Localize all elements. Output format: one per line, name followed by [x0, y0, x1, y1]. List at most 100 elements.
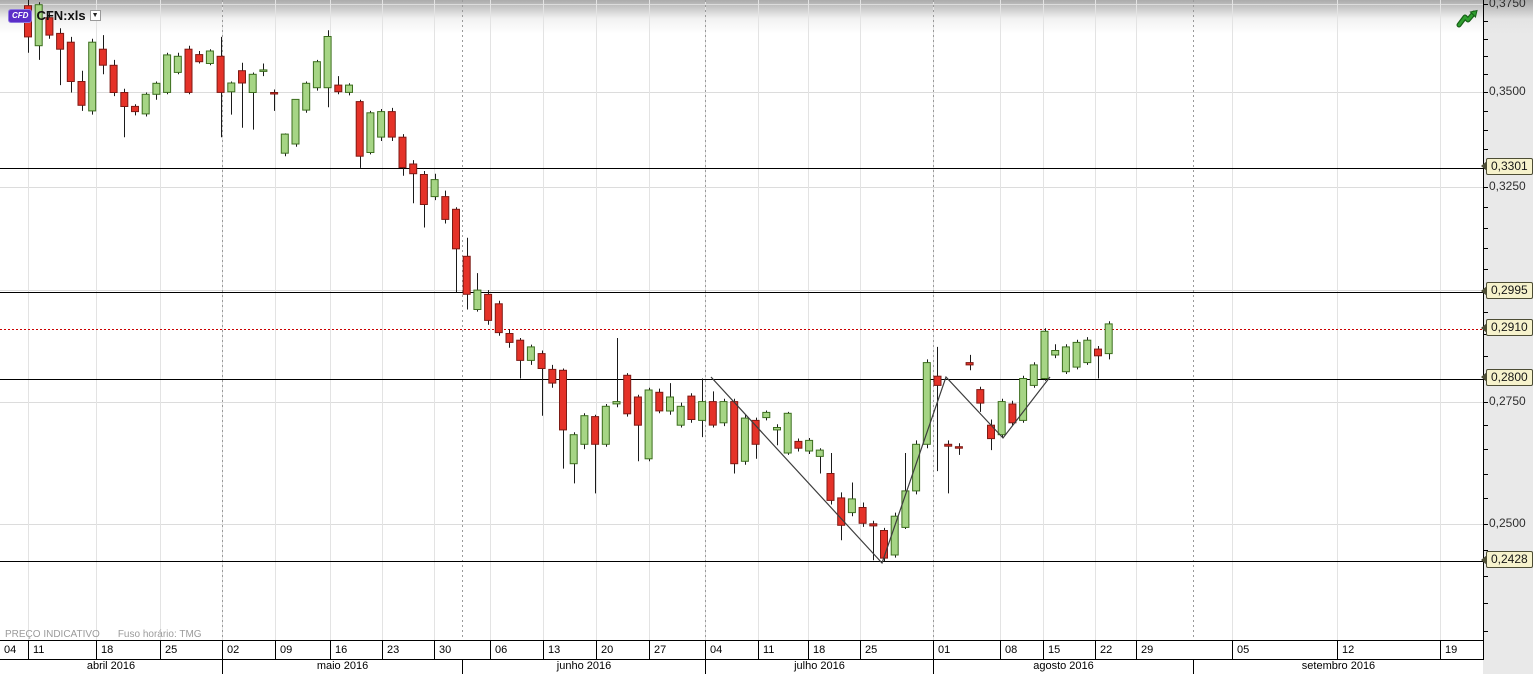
candle [366, 110, 375, 155]
candle [623, 373, 632, 417]
candle [987, 419, 995, 451]
candle [1094, 346, 1102, 379]
week-label-cell: 18 [808, 641, 860, 659]
candle [462, 237, 471, 310]
candle [173, 52, 182, 75]
candle [259, 63, 268, 77]
price-axis[interactable]: 0,3750 0,3500 0,3250 0,2750 0,2500 0,3301 0,29… [1481, 0, 1533, 674]
candle [805, 438, 814, 454]
candle [847, 482, 856, 517]
candle [430, 173, 439, 201]
candle [773, 424, 781, 446]
candle [837, 492, 846, 541]
axis-price-label: 0,2750 [1489, 393, 1526, 408]
candle [548, 364, 557, 388]
month-label-cell: abril 2016 [86, 660, 136, 672]
candle [922, 359, 931, 449]
candle [633, 394, 642, 462]
candle [419, 171, 428, 228]
candle [559, 368, 567, 469]
trendline [710, 375, 1051, 565]
candle [377, 109, 386, 141]
candle [409, 160, 418, 204]
candle [77, 70, 86, 111]
candle [719, 398, 728, 427]
candle [965, 354, 974, 371]
candle [109, 59, 118, 97]
week-label-cell: 04 [705, 641, 758, 659]
week-label-cell: 29 [1136, 641, 1232, 659]
level-price-tag: 0,3301 [1481, 157, 1533, 175]
week-label-cell: 27 [649, 641, 705, 659]
axis-price-label: 0,2500 [1489, 515, 1526, 530]
candle [740, 414, 749, 465]
candle [901, 453, 910, 529]
candle [676, 402, 685, 428]
candle [1104, 321, 1113, 360]
week-label-cell: 25 [160, 641, 222, 659]
week-label-cell: 02 [222, 641, 275, 659]
candle [452, 207, 460, 293]
candle [762, 410, 771, 421]
time-axis-months[interactable]: abril 2016 maio 2016 junho 2016 julho 2016 a… [0, 660, 1483, 674]
jump-to-latest-button[interactable] [1456, 9, 1480, 29]
week-label-cell: 22 [1095, 641, 1136, 659]
month-label-cell: maio 2016 [222, 660, 462, 674]
candle [184, 45, 193, 95]
candle [152, 81, 161, 100]
week-label-cell: 20 [596, 641, 649, 659]
candle [997, 398, 1006, 438]
candle [345, 83, 353, 96]
candle [312, 59, 321, 91]
candle [238, 62, 246, 128]
week-label-cell: 09 [275, 641, 330, 659]
level-price-tag: 0,2910 [1481, 319, 1533, 337]
week-label-cell: 16 [330, 641, 382, 659]
level-price-tag: 0,2428 [1481, 551, 1533, 569]
candle [120, 88, 129, 138]
footer-note: PREÇO INDICATIVO Fuso horário: TMG [5, 629, 220, 640]
level-price-tag: 0,2995 [1481, 282, 1533, 300]
candle [644, 387, 653, 462]
candle [505, 329, 514, 348]
candle [441, 190, 450, 224]
candle [1072, 339, 1081, 370]
candle [794, 438, 803, 452]
candle [205, 49, 214, 66]
candle [612, 338, 621, 408]
candle [1019, 375, 1028, 423]
candle [698, 378, 707, 438]
timezone-note: Fuso horário: TMG [117, 629, 202, 640]
candle [334, 76, 343, 95]
candle [580, 413, 589, 450]
instrument-dropdown-button[interactable]: ▼ [89, 10, 101, 21]
cfd-badge: CFD [8, 8, 33, 23]
candle [526, 344, 535, 365]
week-label-cell: 23 [382, 641, 434, 659]
candle [1008, 400, 1017, 427]
candle [88, 38, 97, 115]
candle [826, 453, 835, 505]
candle [591, 414, 600, 494]
week-label-cell: 13 [543, 641, 596, 659]
candle [783, 411, 792, 455]
candle [45, 12, 54, 39]
axis-price-label: 0,3750 [1489, 0, 1526, 10]
candle [730, 398, 739, 474]
candle [1051, 344, 1060, 359]
candle [858, 502, 867, 527]
price-chart-canvas[interactable] [0, 0, 1533, 660]
week-label-cell: 04 [4, 644, 17, 656]
level-price-tag: 0,2800 [1481, 368, 1533, 386]
candle [270, 89, 279, 111]
candle [601, 404, 610, 447]
candle [141, 92, 150, 117]
candle [291, 98, 300, 147]
week-label-cell: 11 [758, 641, 808, 659]
time-axis-weeks[interactable]: 04 11 18 25 02 09 16 23 30 06 13 20 27 04 11 18 25 01 08 15… [0, 640, 1483, 660]
candle [216, 36, 225, 138]
candle [1083, 337, 1092, 365]
candle [323, 30, 332, 108]
candle [484, 290, 493, 325]
